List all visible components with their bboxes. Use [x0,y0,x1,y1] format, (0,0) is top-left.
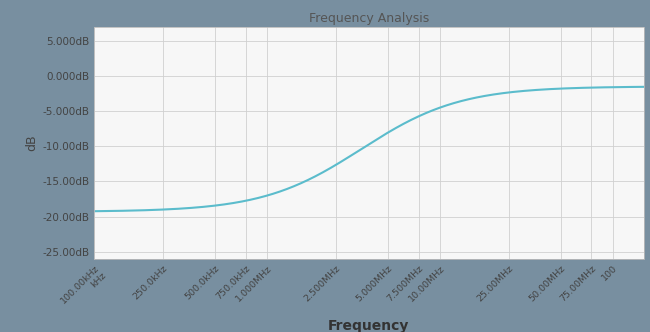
Title: Frequency Analysis: Frequency Analysis [309,12,429,25]
Y-axis label: dB: dB [25,134,38,151]
X-axis label: Frequency: Frequency [328,319,410,332]
